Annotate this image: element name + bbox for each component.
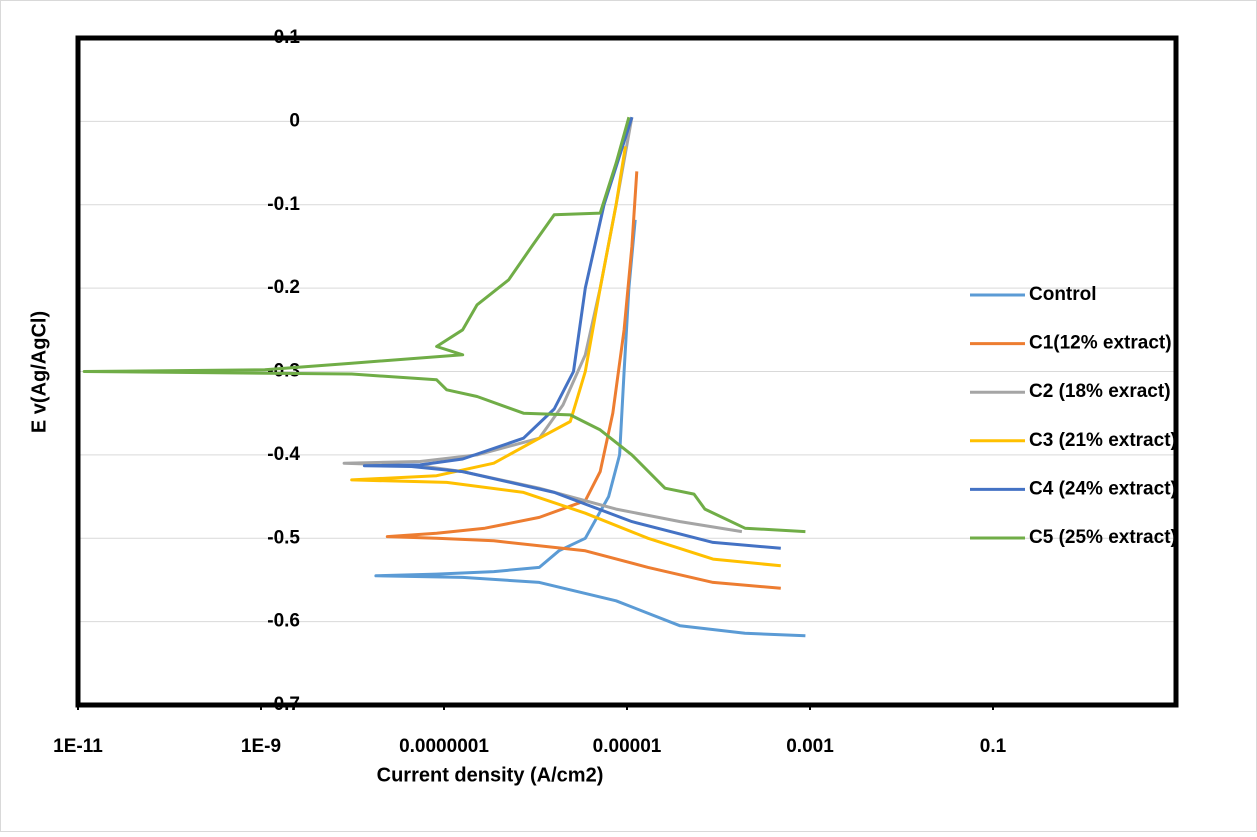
y-tick-label: 0 (289, 110, 300, 131)
x-tick-label: 1E-9 (241, 736, 281, 757)
y-tick-label: -0.1 (267, 194, 300, 215)
y-tick-label: -0.6 (267, 611, 300, 632)
plot-frame (75, 35, 1179, 708)
x-tick-label: 1E-11 (53, 736, 103, 757)
x-tick-label: 0.0000001 (399, 736, 489, 757)
y-axis-title: E v(Ag/AgCl) (28, 311, 50, 433)
y-tick-label: -0.5 (267, 527, 300, 548)
series-line (374, 219, 806, 638)
legend-label: C2 (18% exract) (1029, 381, 1171, 402)
series-line (362, 116, 781, 550)
x-tick-label: 0.1 (980, 736, 1007, 757)
series-line (350, 146, 781, 568)
series-line (385, 171, 781, 590)
legend-label: C3 (21% extract) (1029, 430, 1177, 451)
x-tick-label: 0.001 (786, 736, 834, 757)
series-line (82, 116, 806, 534)
legend-label: C1(12% extract) (1029, 333, 1172, 354)
legend-label: C4 (24% extract) (1029, 478, 1177, 499)
x-tick-label: 0.00001 (593, 736, 662, 757)
y-tick-label: -0.4 (267, 444, 300, 465)
legend-label: C5 (25% extract) (1029, 527, 1177, 548)
y-tick-label: -0.3 (267, 361, 300, 382)
x-axis-title: Current density (A/cm2) (377, 764, 604, 786)
y-tick-label: -0.2 (267, 277, 300, 298)
legend-label: Control (1029, 284, 1097, 305)
